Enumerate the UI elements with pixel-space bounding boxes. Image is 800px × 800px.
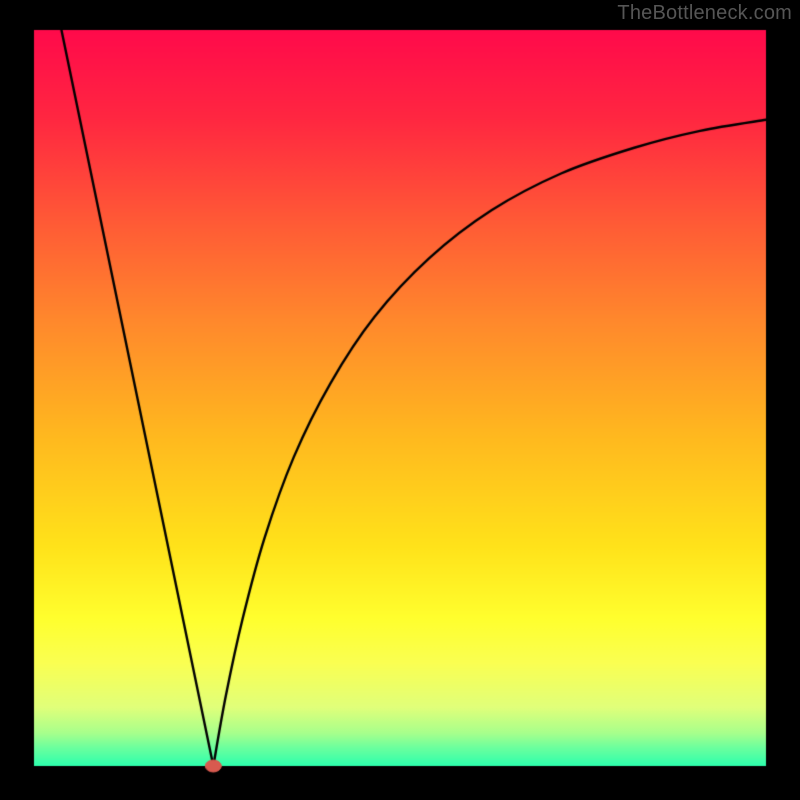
stage: TheBottleneck.com [0, 0, 800, 800]
watermark-text: TheBottleneck.com [617, 2, 792, 25]
bottleneck-chart-canvas [0, 0, 800, 800]
